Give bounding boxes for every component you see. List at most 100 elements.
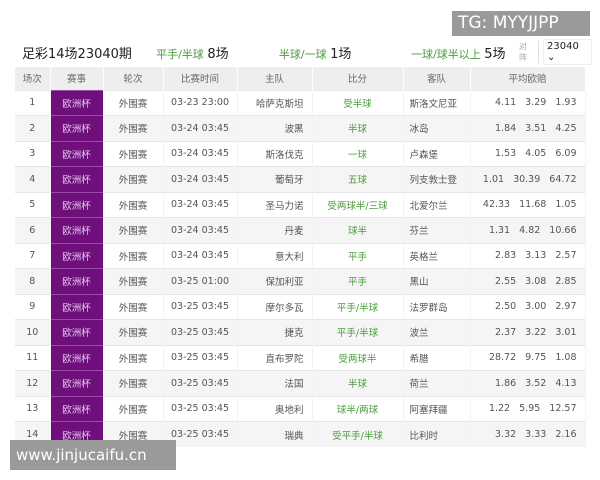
cell-handicap: 受半球: [312, 89, 404, 116]
cell-match-no: 5: [15, 191, 51, 218]
cell-away-team: 希腊: [403, 344, 471, 371]
cell-handicap: 平手/半球: [312, 319, 404, 345]
cell-round: 外围赛: [103, 344, 164, 371]
cell-event: 欧洲杯: [50, 191, 104, 218]
cell-round: 外围赛: [103, 115, 164, 141]
issue-select-label: 对阵: [519, 41, 540, 63]
cell-handicap: 平手: [312, 268, 404, 294]
cell-event: 欧洲杯: [50, 268, 104, 294]
cell-avg-odds: 2.37 3.22 3.01: [470, 319, 586, 345]
header-round: 轮次: [103, 67, 164, 90]
cell-handicap: 球半: [312, 217, 404, 243]
cell-away-team: 芬兰: [403, 217, 471, 243]
cell-match-no: 4: [15, 166, 51, 192]
cell-home-team: 直布罗陀: [237, 344, 313, 371]
table-row[interactable]: 12 欧洲杯 外围赛 03-25 03:45 法国 半球 荷兰 1.86 3.52 4.13: [15, 370, 586, 396]
cell-away-team: 阿塞拜疆: [403, 395, 471, 422]
header-avg-odds: 平均欧赔: [470, 67, 586, 90]
cell-match-time: 03-24 03:45: [163, 166, 238, 192]
cell-event: 欧洲杯: [50, 344, 104, 371]
cell-match-time: 03-24 03:45: [163, 242, 238, 269]
cell-event: 欧洲杯: [50, 293, 104, 320]
header-event: 赛事: [50, 67, 104, 90]
table-row[interactable]: 4 欧洲杯 外围赛 03-24 03:45 葡萄牙 五球 列支敦士登 1.01 30.39 6…: [15, 166, 586, 192]
table-row[interactable]: 11 欧洲杯 外围赛 03-25 03:45 直布罗陀 受两球半 希腊 28.72 9.75 …: [15, 344, 586, 371]
header-match-no: 场次: [15, 67, 51, 90]
summary-bar: 足彩14场23040期 平手/半球 8场 半球/一球 1场 一球/球半以上 5场…: [22, 39, 592, 65]
cell-avg-odds: 2.83 3.13 2.57: [470, 242, 586, 269]
cell-round: 外围赛: [103, 89, 164, 116]
cell-match-time: 03-24 03:45: [163, 217, 238, 243]
page-title: 足彩14场23040期: [22, 46, 132, 62]
cell-round: 外围赛: [103, 395, 164, 422]
stat-level-3: 一球/球半以上 5场: [411, 46, 506, 62]
cell-match-no: 11: [15, 344, 51, 371]
cell-match-time: 03-25 03:45: [163, 344, 238, 371]
issue-select[interactable]: 23040 ⌄: [543, 39, 592, 65]
cell-avg-odds: 28.72 9.75 1.08: [470, 344, 586, 371]
table-row[interactable]: 1 欧洲杯 外围赛 03-23 23:00 哈萨克斯坦 受半球 斯洛文尼亚 4.11 3.29…: [15, 89, 586, 116]
header-handicap: 比分: [312, 67, 404, 90]
cell-home-team: 保加利亚: [237, 268, 313, 294]
header-away-team: 客队: [403, 67, 471, 90]
table-row[interactable]: 13 欧洲杯 外围赛 03-25 03:45 奥地利 球半/两球 阿塞拜疆 1.22 5.95…: [15, 395, 586, 422]
cell-home-team: 圣马力诺: [237, 191, 313, 218]
cell-away-team: 卢森堡: [403, 140, 471, 167]
cell-match-no: 8: [15, 268, 51, 294]
table-row[interactable]: 3 欧洲杯 外围赛 03-24 03:45 斯洛伐克 一球 卢森堡 1.53 4.05 6.0…: [15, 140, 586, 167]
cell-event: 欧洲杯: [50, 395, 104, 422]
cell-home-team: 波黑: [237, 115, 313, 141]
cell-handicap: 五球: [312, 166, 404, 192]
cell-away-team: 波兰: [403, 319, 471, 345]
cell-match-no: 13: [15, 395, 51, 422]
cell-round: 外围赛: [103, 370, 164, 396]
cell-home-team: 奥地利: [237, 395, 313, 422]
match-table: 场次 赛事 轮次 比赛时间 主队 比分 客队 平均欧赔 1 欧洲杯 外围赛 03-23 23:00 哈…: [15, 67, 586, 447]
cell-round: 外围赛: [103, 191, 164, 218]
cell-home-team: 法国: [237, 370, 313, 396]
cell-home-team: 哈萨克斯坦: [237, 89, 313, 116]
cell-event: 欧洲杯: [50, 115, 104, 141]
cell-avg-odds: 1.84 3.51 4.25: [470, 115, 586, 141]
cell-handicap: 平手: [312, 242, 404, 269]
cell-avg-odds: 1.31 4.82 10.66: [470, 217, 586, 243]
cell-event: 欧洲杯: [50, 319, 104, 345]
cell-avg-odds: 42.33 11.68 1.05: [470, 191, 586, 218]
cell-away-team: 黑山: [403, 268, 471, 294]
cell-handicap: 受两球半: [312, 344, 404, 371]
cell-away-team: 列支敦士登: [403, 166, 471, 192]
table-row[interactable]: 2 欧洲杯 外围赛 03-24 03:45 波黑 半球 冰岛 1.84 3.51 4.25: [15, 115, 586, 141]
cell-round: 外围赛: [103, 217, 164, 243]
cell-home-team: 意大利: [237, 242, 313, 269]
table-row[interactable]: 8 欧洲杯 外围赛 03-25 01:00 保加利亚 平手 黑山 2.55 3.08 2.85: [15, 268, 586, 294]
cell-event: 欧洲杯: [50, 370, 104, 396]
cell-avg-odds: 1.86 3.52 4.13: [470, 370, 586, 396]
table-row[interactable]: 9 欧洲杯 外围赛 03-25 03:45 摩尔多瓦 平手/半球 法罗群岛 2.50 3.00…: [15, 293, 586, 320]
cell-home-team: 摩尔多瓦: [237, 293, 313, 320]
cell-away-team: 法罗群岛: [403, 293, 471, 320]
cell-match-no: 6: [15, 217, 51, 243]
cell-match-time: 03-24 03:45: [163, 191, 238, 218]
cell-handicap: 一球: [312, 140, 404, 167]
cell-match-no: 3: [15, 140, 51, 167]
cell-match-no: 12: [15, 370, 51, 396]
table-row[interactable]: 5 欧洲杯 外围赛 03-24 03:45 圣马力诺 受两球半/三球 北爱尔兰 42.33 1…: [15, 191, 586, 218]
table-row[interactable]: 6 欧洲杯 外围赛 03-24 03:45 丹麦 球半 芬兰 1.31 4.82 10.66: [15, 217, 586, 243]
cell-round: 外围赛: [103, 166, 164, 192]
cell-home-team: 斯洛伐克: [237, 140, 313, 167]
cell-away-team: 比利时: [403, 421, 471, 447]
header-home-team: 主队: [237, 67, 313, 90]
cell-avg-odds: 4.11 3.29 1.93: [470, 89, 586, 116]
cell-round: 外围赛: [103, 319, 164, 345]
cell-round: 外围赛: [103, 140, 164, 167]
table-row[interactable]: 7 欧洲杯 外围赛 03-24 03:45 意大利 平手 英格兰 2.83 3.13 2.57: [15, 242, 586, 269]
cell-match-time: 03-25 03:45: [163, 370, 238, 396]
watermark-bottom: www.jinjucaifu.cn: [10, 440, 176, 470]
cell-handicap: 半球: [312, 370, 404, 396]
cell-match-time: 03-25 01:00: [163, 268, 238, 294]
cell-match-time: 03-25 03:45: [163, 319, 238, 345]
cell-away-team: 冰岛: [403, 115, 471, 141]
cell-match-no: 9: [15, 293, 51, 320]
cell-away-team: 斯洛文尼亚: [403, 89, 471, 116]
table-row[interactable]: 10 欧洲杯 外围赛 03-25 03:45 捷克 平手/半球 波兰 2.37 3.22 3.…: [15, 319, 586, 345]
